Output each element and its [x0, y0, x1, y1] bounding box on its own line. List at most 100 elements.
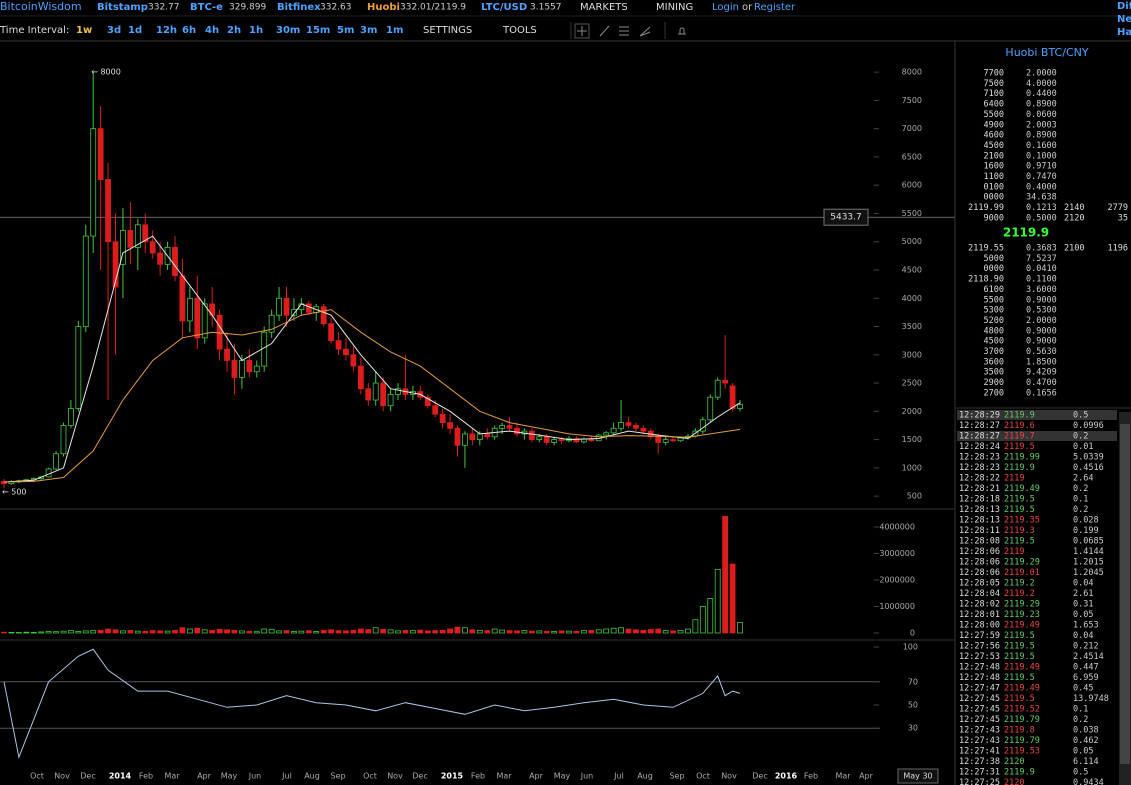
login-link[interactable]: Login — [712, 2, 739, 13]
book-price: 5000 — [984, 254, 1004, 264]
volume-bar — [268, 628, 275, 634]
trade-price: 2119 — [1004, 547, 1024, 557]
trade-amount: 0.0685 — [1073, 537, 1104, 547]
interval-button[interactable]: 3d — [107, 25, 121, 36]
register-link[interactable]: Register — [754, 2, 796, 13]
exchange-name[interactable]: Bitstamp — [97, 2, 148, 13]
exchange-name[interactable]: Bitfinex — [277, 2, 321, 13]
brand[interactable]: BitcoinWisdom — [0, 0, 82, 13]
book-amount: 0.9000 — [1026, 295, 1057, 305]
interval-button[interactable]: 1h — [249, 25, 263, 36]
trade-price: 2119.49 — [1004, 684, 1040, 694]
interval-button[interactable]: 4h — [205, 25, 219, 36]
volume-bar — [224, 629, 230, 634]
book-price: 2700 — [984, 388, 1004, 398]
book-amount: 9.4209 — [1026, 368, 1057, 378]
y-tick-label: 2500 — [902, 379, 922, 388]
trade-amount: 1.4144 — [1073, 547, 1104, 557]
y-tick-label: 1000 — [902, 463, 922, 472]
trade-price: 2119.5 — [1004, 537, 1035, 547]
settings-menu[interactable]: SETTINGS — [423, 25, 472, 36]
candle-body — [655, 436, 662, 443]
volume-bar — [402, 629, 409, 634]
x-tick-label: Nov — [721, 772, 737, 781]
candle-body — [82, 235, 89, 327]
trade-price: 2119.5 — [1004, 642, 1035, 652]
volume-bar — [276, 630, 282, 634]
trade-time: 12:27:41 — [959, 747, 1000, 757]
candle-body — [231, 360, 238, 378]
candle-body — [216, 314, 223, 350]
volume-bar — [298, 630, 305, 634]
trade-amount: 0.9434 — [1073, 778, 1104, 785]
x-tick-label: Mar — [164, 772, 180, 781]
volume-bar — [447, 628, 453, 634]
interval-button[interactable]: 2h — [227, 25, 241, 36]
volume-bar — [209, 629, 216, 634]
interval-button[interactable]: 3m — [360, 25, 377, 36]
trade-time: 12:27:45 — [959, 715, 1000, 725]
volume-bar — [186, 628, 193, 634]
interval-button[interactable]: 1m — [386, 25, 403, 36]
x-tick-label: Oct — [696, 772, 710, 781]
trade-time: 12:28:06 — [959, 568, 1000, 578]
depth-price: 2100 — [1064, 244, 1084, 254]
trade-time: 12:27:25 — [959, 778, 1000, 785]
volume-bar — [647, 629, 654, 634]
trade-price: 2119.2 — [1004, 579, 1035, 589]
volume-bar — [172, 629, 178, 634]
book-price: 0100 — [984, 182, 1004, 192]
tool-alert[interactable] — [678, 27, 686, 35]
interval-button[interactable]: 6h — [182, 25, 196, 36]
book-amount: 0.1100 — [1026, 275, 1057, 285]
trade-amount: 6.114 — [1073, 757, 1099, 767]
volume-bar — [194, 627, 201, 634]
interval-button[interactable]: 1w — [76, 25, 92, 36]
volume-bar — [432, 630, 439, 634]
trade-amount: 0.2 — [1073, 432, 1088, 442]
trade-time: 12:27:53 — [959, 652, 1000, 662]
volume-bar — [238, 630, 245, 634]
trade-amount: 0.05 — [1073, 747, 1093, 757]
trade-amount: 2.4514 — [1073, 652, 1104, 662]
candle-body — [60, 425, 67, 455]
exchange-name[interactable]: LTC/USD — [481, 2, 527, 13]
interval-button[interactable]: 30m — [276, 25, 300, 36]
candle-body — [246, 360, 253, 373]
tool-fib[interactable] — [619, 26, 629, 36]
volume-bar — [506, 630, 513, 634]
tool-crosshair[interactable] — [574, 23, 590, 39]
orderbook-title: Huobi BTC/CNY — [1005, 46, 1088, 59]
volume-bar — [75, 631, 82, 634]
book-amount: 4.0000 — [1026, 79, 1057, 89]
x-tick-label: Oct — [30, 772, 44, 781]
nav-menu[interactable]: MARKETS — [580, 2, 628, 13]
interval-button[interactable]: 1d — [128, 25, 142, 36]
interval-button[interactable]: 5m — [337, 25, 354, 36]
tool-fan[interactable] — [639, 26, 651, 37]
trade-price: 2119.79 — [1004, 715, 1040, 725]
trade-price: 2119.01 — [1004, 568, 1040, 578]
trade-amount: 0.04 — [1073, 631, 1093, 641]
volume-bar — [105, 628, 111, 634]
trade-time: 12:28:06 — [959, 558, 1000, 568]
scroll-thumb[interactable] — [1120, 424, 1130, 764]
trade-time: 12:27:31 — [959, 768, 1000, 778]
volume-bar — [662, 630, 669, 634]
book-price: 0000 — [984, 193, 1004, 203]
exchange-name[interactable]: Huobi — [367, 2, 400, 13]
nav-menu[interactable]: MINING — [656, 2, 693, 13]
interval-button[interactable]: 12h — [156, 25, 177, 36]
y-tick-label: 3000 — [902, 350, 922, 359]
trade-price: 2119.8 — [1004, 726, 1035, 736]
candle-body — [335, 340, 342, 350]
tool-line[interactable] — [599, 25, 610, 37]
tools-menu[interactable]: TOOLS — [502, 25, 537, 36]
interval-button[interactable]: 15m — [306, 25, 330, 36]
candle-body — [305, 303, 312, 313]
volume-bar — [707, 598, 714, 634]
candle-body — [291, 309, 297, 316]
volume-bar — [499, 629, 506, 634]
exchange-name[interactable]: BTC-e — [190, 2, 223, 13]
trade-price: 2119.53 — [1004, 747, 1040, 757]
